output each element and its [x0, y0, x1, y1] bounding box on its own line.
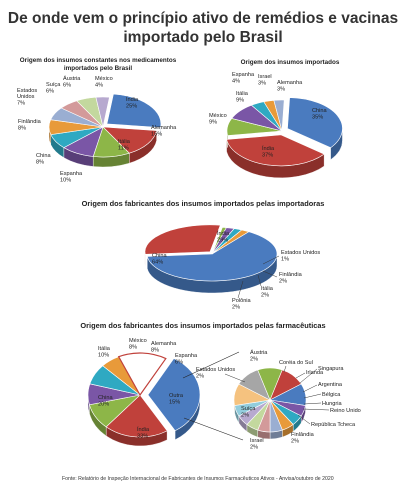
chart-3-label-estados-unidos: Estados Unidos 1% [281, 250, 320, 262]
chart-1-label-india: Índia 25% [126, 96, 139, 109]
chart-4-breakdown: Suíça 2% Israel 2% Finlândia 2% República Tche… [182, 349, 361, 450]
page-title: De onde vem o princípio ativo de remédio… [0, 9, 406, 47]
chart-1-label-austria: Áustria 6% [63, 75, 81, 88]
chart-4-label-outra: Outra 15% [169, 393, 184, 405]
chart-1-label-mexico: México 4% [95, 76, 113, 88]
page-title-line-2: importado pelo Brasil [123, 29, 283, 46]
chart-4-label-italia: Itália 10% [98, 346, 111, 358]
chart-1-slice-alemanha [102, 126, 157, 154]
chart-4-label-india: Índia 33% [137, 426, 150, 439]
chart-1: Índia 25% Alemanha 15% Itália 11% Espanha 10% Ch… [17, 75, 177, 183]
chart-3-label-italia: Itália 2% [261, 286, 274, 298]
chart-4-breakdown-label-irlanda: Irlanda [306, 370, 324, 376]
chart-4-breakdown-label-reino-unido: Reino Unido [330, 408, 361, 414]
chart-1-label-estados-unidos: Estados Unidos 7% [17, 88, 37, 107]
chart-4-breakdown-label-argentina: Argentina [318, 382, 343, 388]
chart-4-breakdown-slice-austria [238, 369, 271, 401]
chart-2-label-india: Índia 37% [262, 145, 275, 158]
chart-3-label-finlandia: Finlândia 2% [279, 272, 303, 284]
chart-4-breakdown-label-austria: Áustria 2% [250, 349, 268, 362]
chart-4-label-mexico: México 8% [129, 338, 147, 350]
chart-3-title: Origem dos fabricantes dos insumos impor… [81, 199, 325, 208]
chart-1-title-line-2: importados pelo Brasil [64, 65, 132, 72]
chart-4-breakdown-label-coreia-do-sul: Coréia do Sul [279, 360, 313, 366]
chart-1-label-alemanha: Alemanha 15% [151, 125, 177, 137]
chart-2-slice-alemanha [273, 99, 285, 132]
chart-2-label-israel: Israel 3% [258, 74, 272, 86]
chart-4-breakdown-label-singapura: Singapura [318, 366, 344, 372]
chart-3-label-china: China 64% [152, 253, 168, 265]
chart-4-breakdown-leader-coreia-do-sul [283, 365, 287, 373]
chart-4-breakdown-label-hungria: Hungria [322, 401, 342, 407]
chart-4-slice-china [105, 394, 168, 438]
chart-1-label-finlandia: Finlândia 8% [18, 119, 42, 131]
chart-4-breakdown-leader-argentina [302, 384, 318, 393]
chart-4-breakdown-leader-reino-unido [302, 408, 330, 411]
chart-4-title: Origem dos fabricantes dos insumos impor… [80, 321, 326, 330]
chart-1-label-suica: Suíça 6% [46, 82, 61, 94]
chart-1-slice-india [106, 93, 162, 128]
chart-3-leader-finlandia [262, 270, 278, 278]
chart-1-title-line-1: Origem dos insumos constantes nos medica… [20, 57, 177, 64]
chart-3: China 64% Índia 29% Estados Unidos 1% Finlândi… [144, 224, 320, 310]
chart-4-breakdown-label-suica: Suíça 2% [241, 406, 256, 418]
chart-4-breakdown-label-finlandia: Finlândia 2% [291, 432, 315, 444]
chart-3-slice-china [146, 231, 278, 282]
source-note: Fonte: Relatório de Inspeção Internacion… [62, 476, 334, 482]
chart-4-breakdown-label-belgica: Bélgica [322, 392, 341, 398]
chart-2-label-alemanha: Alemanha 3% [277, 80, 303, 92]
charts-layer: Índia 25% Alemanha 15% Itália 11% Espanha 10% Ch… [17, 72, 361, 450]
chart-1-label-espanha: Espanha 10% [60, 171, 83, 183]
chart-2: China 35% Índia 37% México 9% Itália 9% Espanha 4… [209, 72, 343, 179]
chart-4-breakdown-leader-republica-tcheca [297, 414, 311, 425]
chart-3-slice-india [144, 224, 221, 255]
chart-4-breakdown-label-estados-unidos: Estados Unidos 2% [196, 367, 235, 379]
chart-1-label-italia: Itália 11% [118, 139, 131, 151]
chart-3-slice-polonia [211, 229, 250, 255]
chart-2-label-espanha: Espanha 4% [232, 72, 255, 84]
chart-3-leader-polonia [237, 280, 244, 299]
chart-4-label-alemanha: Alemanha 8% [151, 341, 177, 353]
page-title-line-1: De onde vem o princípio ativo de remédio… [7, 10, 399, 27]
chart-4-breakdown-label-republica-tcheca: República Tcheca [311, 422, 356, 428]
chart-2-label-china: China 35% [312, 108, 328, 120]
chart-1-label-china: China 8% [36, 153, 52, 165]
chart-4-breakdown-leader-estados-unidos [224, 373, 246, 383]
chart-4-breakdown-leader-belgica [303, 393, 322, 399]
chart-4-slice-india [147, 358, 201, 432]
chart-3-leader-italia [257, 274, 262, 287]
chart-4-breakdown-label-israel: Israel 2% [250, 438, 264, 450]
chart-2-label-mexico: México 9% [209, 113, 227, 125]
chart-2-slice-india [226, 134, 325, 167]
chart-4-slice-outra [117, 352, 167, 397]
chart-4-connector-bottom [183, 417, 244, 441]
chart-4-connector-top [182, 351, 240, 379]
chart-4: Índia 33% China 20% Itália 10% México 8% Alemanh… [87, 338, 201, 447]
chart-2-title: Origem dos insumos importados [241, 59, 340, 66]
chart-3-label-india: Índia 29% [217, 230, 230, 243]
chart-4-breakdown-leader-irlanda [295, 372, 306, 379]
chart-3-label-polonia: Polônia 2% [232, 298, 252, 310]
chart-4-breakdown-leader-hungria [303, 402, 322, 405]
chart-2-slice-china [287, 97, 343, 149]
chart-1-slice-mexico [95, 96, 110, 128]
chart-3-leader-estados-unidos [262, 255, 280, 265]
chart-4-label-china: China 20% [98, 395, 114, 407]
chart-2-label-italia: Itália 9% [236, 91, 249, 103]
chart-4-breakdown-leader-singapura [299, 368, 318, 384]
chart-4-label-espanha: Espanha 6% [175, 353, 198, 365]
